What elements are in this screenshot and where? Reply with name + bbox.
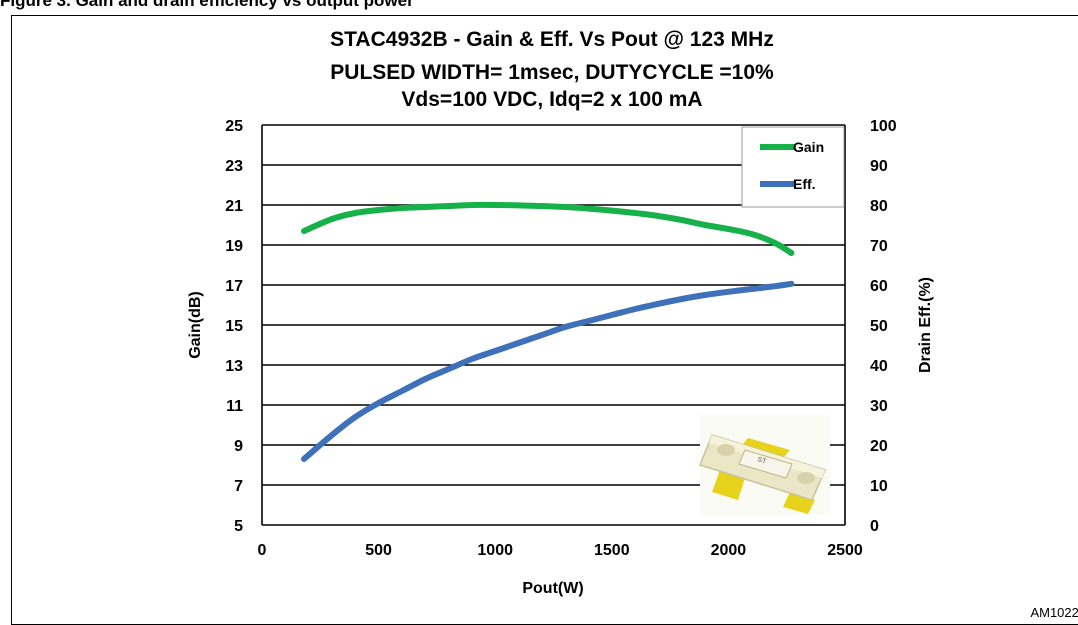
- y2-tick-label: 30: [870, 398, 888, 415]
- y-tick-label: 15: [225, 318, 243, 335]
- x-tick-label: 1000: [477, 542, 513, 559]
- y2-tick-label: 70: [870, 238, 888, 255]
- tick-labels: 5 7 9 11 13 15 17 19 21 23 25 0 10 20 30 40 50 60 70 80 90 10…: [225, 118, 897, 559]
- legend[interactable]: Gain Eff.: [741, 126, 845, 208]
- x-tick-label: 1500: [594, 542, 630, 559]
- title-line-2: PULSED WIDTH= 1msec, DUTYCYCLE =10%: [330, 61, 774, 84]
- plot-area: [261, 125, 846, 525]
- y2-axis-title: Drain Eff.(%): [917, 277, 934, 373]
- figure-caption: Figure 3. Gain and drain efficiency vs o…: [0, 0, 414, 10]
- chart: STAC4932B - Gain & Eff. Vs Pout @ 123 MH…: [187, 28, 934, 597]
- y2-tick-label: 80: [870, 198, 888, 215]
- y2-tick-label: 90: [870, 158, 888, 175]
- legend-box: [741, 126, 845, 208]
- y2-tick-label: 10: [870, 478, 888, 495]
- x-tick-label: 2000: [711, 542, 747, 559]
- photo-lead: [712, 470, 745, 500]
- x-tick-label: 500: [365, 542, 392, 559]
- y-tick-label: 19: [225, 238, 243, 255]
- y-tick-label: 9: [234, 438, 243, 455]
- y-tick-label: 5: [234, 518, 243, 535]
- axis-titles: Pout(W) Gain(dB) Drain Eff.(%): [187, 277, 934, 597]
- photo-hole: [717, 444, 735, 456]
- x-tick-label: 2500: [827, 542, 863, 559]
- y2-tick-label: 50: [870, 318, 888, 335]
- photo-marking: ST: [756, 456, 767, 466]
- device-photo: ST: [699, 415, 830, 515]
- title-line-1: STAC4932B - Gain & Eff. Vs Pout @ 123 MH…: [330, 28, 774, 51]
- chart-title: STAC4932B - Gain & Eff. Vs Pout @ 123 MH…: [330, 28, 774, 111]
- series-layer: [301, 201, 795, 462]
- y-tick-label: 23: [225, 158, 243, 175]
- photo-lid: [738, 449, 793, 479]
- x-tick-label: 0: [258, 542, 267, 559]
- title-line-3: Vds=100 VDC, Idq=2 x 100 mA: [401, 88, 702, 111]
- y2-tick-label: 20: [870, 438, 888, 455]
- x-axis-title: Pout(W): [522, 580, 583, 597]
- y2-tick-label: 40: [870, 358, 888, 375]
- series-line-gain: [301, 201, 795, 256]
- series-line-eff: [301, 280, 795, 462]
- y-tick-label: 11: [226, 398, 243, 415]
- y-axis-title: Gain(dB): [187, 291, 204, 359]
- y-tick-label: 21: [225, 198, 243, 215]
- legend-label-eff: Eff.: [793, 176, 816, 192]
- y-tick-label: 13: [225, 358, 243, 375]
- y-tick-label: 25: [225, 118, 243, 135]
- legend-label-gain: Gain: [793, 139, 824, 155]
- y2-tick-label: 0: [870, 518, 879, 535]
- y2-tick-label: 60: [870, 278, 888, 295]
- y-tick-label: 17: [225, 278, 243, 295]
- y2-tick-label: 100: [870, 118, 897, 135]
- y-tick-label: 7: [234, 478, 243, 495]
- photo-hole: [797, 472, 815, 484]
